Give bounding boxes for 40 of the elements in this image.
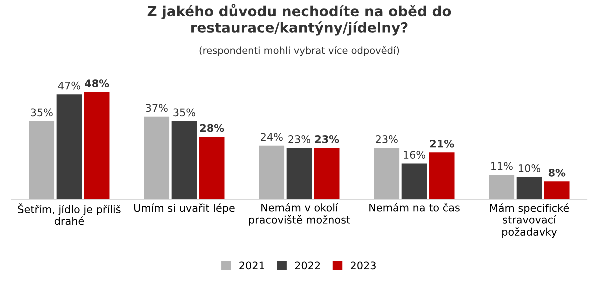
data-label: 35% — [174, 108, 196, 117]
x-tick-label: Nemám na to čas — [370, 203, 460, 212]
bar — [56, 94, 82, 200]
bar — [259, 146, 285, 200]
chart-title: Z jakého důvodu nechodíte na oběd do restaurace/kantýny/jídelny? — [148, 4, 452, 36]
data-label: 35% — [31, 108, 53, 117]
bar — [84, 92, 110, 200]
legend-label: 2022 — [295, 262, 320, 270]
x-tick-label: Nemám v okolí pracoviště možnost — [249, 203, 350, 226]
data-label: 11% — [491, 162, 513, 170]
bar — [402, 164, 428, 200]
data-label: 8% — [548, 168, 566, 177]
legend-label: 2021 — [240, 262, 264, 270]
data-label: 24% — [261, 133, 283, 142]
bar — [429, 152, 455, 200]
data-label: 21% — [430, 140, 454, 148]
bar — [489, 174, 515, 200]
bar — [286, 148, 312, 200]
x-tick-label: Umím si uvařit lépe — [134, 204, 235, 214]
data-label: 23% — [315, 135, 340, 144]
data-label: 48% — [85, 80, 110, 88]
x-tick-label: Mám specifické stravovací požadavky — [490, 204, 570, 238]
bar — [544, 182, 570, 200]
bar — [199, 137, 225, 200]
data-label: 16% — [404, 151, 426, 159]
data-label: 47% — [58, 82, 80, 90]
data-label: 23% — [288, 135, 310, 144]
chart-subtitle: (respondenti mohli vybrat více odpovědí) — [200, 46, 400, 56]
bar — [29, 121, 55, 200]
bar — [374, 148, 400, 200]
bar — [172, 121, 198, 200]
bar — [516, 177, 542, 200]
data-label: 10% — [519, 164, 541, 172]
legend-label: 2023 — [351, 262, 376, 270]
bar — [314, 148, 340, 200]
data-label: 37% — [146, 104, 168, 112]
x-tick-label: Šetřím, jídlo je příliš drahé — [18, 204, 121, 226]
data-label: 23% — [376, 135, 398, 144]
bar — [144, 116, 170, 200]
data-label: 28% — [200, 124, 224, 132]
